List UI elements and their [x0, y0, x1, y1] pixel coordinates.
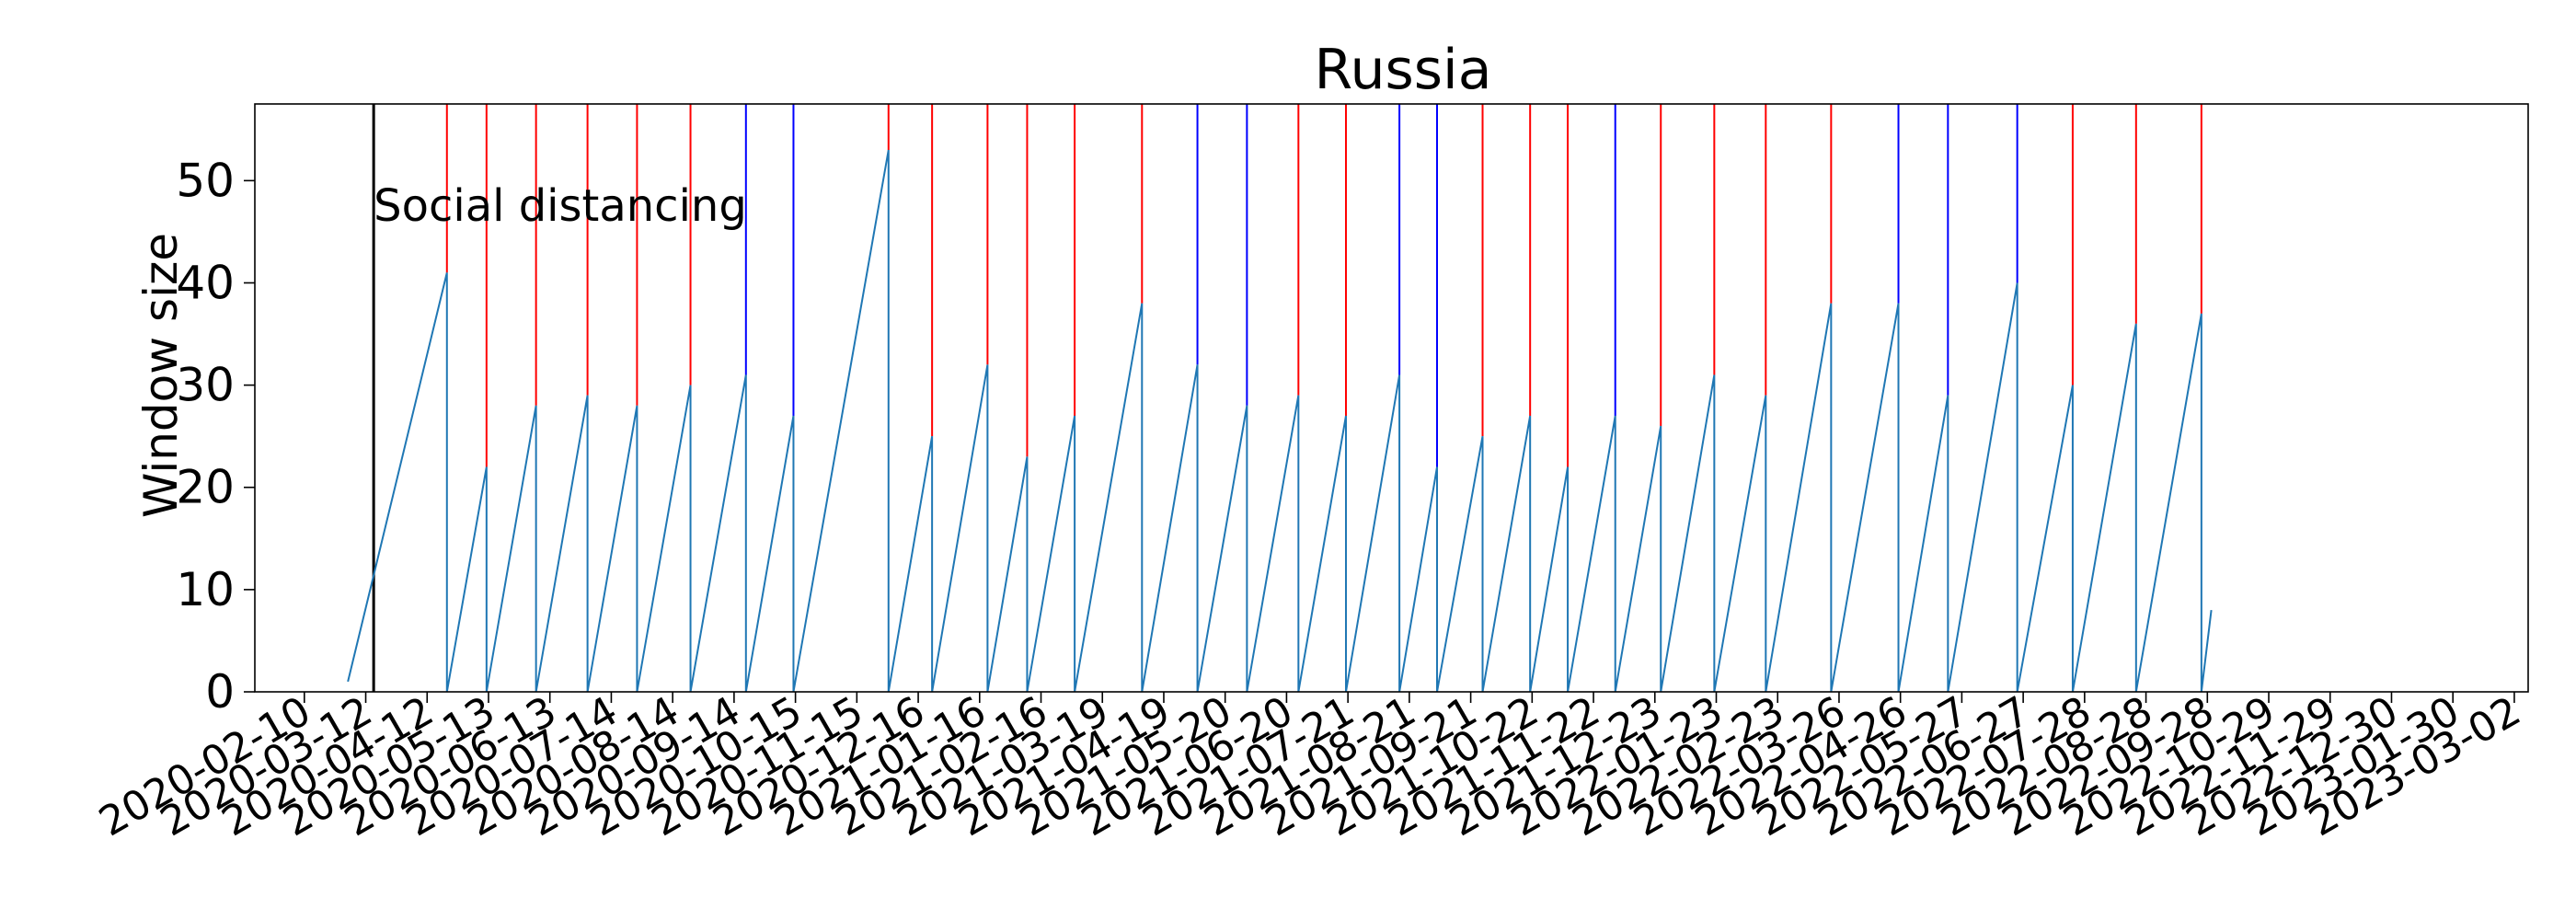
y-tick-label: 40: [176, 256, 235, 309]
y-axis-label: Window size: [134, 233, 188, 518]
social-distancing-annotation: Social distancing: [374, 180, 747, 232]
y-axis: 0 10 20 30 40 50: [176, 154, 255, 719]
series-layer: [347, 149, 2213, 693]
y-tick-label: 30: [176, 359, 235, 412]
change-point-lines: [445, 104, 2202, 467]
x-axis: 2020-02-102020-03-122020-04-122020-05-13…: [91, 687, 2528, 845]
y-tick-label: 0: [205, 665, 235, 719]
chart-title: Russia: [1315, 38, 1492, 102]
plot-frame: [254, 103, 2529, 693]
y-tick-label: 10: [176, 563, 235, 616]
y-tick-label: 20: [176, 461, 235, 514]
y-tick-label: 50: [176, 154, 235, 207]
series-line-1: [347, 149, 2213, 693]
